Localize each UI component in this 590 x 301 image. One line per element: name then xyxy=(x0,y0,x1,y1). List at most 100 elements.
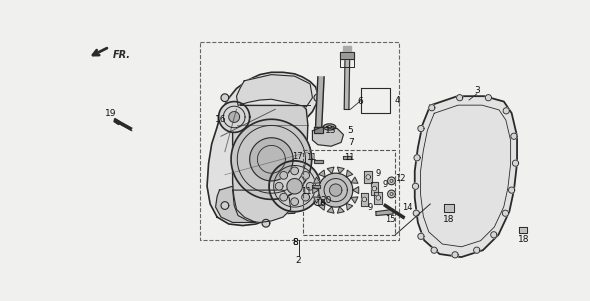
Polygon shape xyxy=(337,167,344,174)
Polygon shape xyxy=(301,172,310,179)
Text: 11: 11 xyxy=(345,153,355,162)
Polygon shape xyxy=(313,197,320,203)
Polygon shape xyxy=(313,177,320,183)
Polygon shape xyxy=(413,210,419,216)
Polygon shape xyxy=(414,155,420,161)
Text: 17: 17 xyxy=(291,152,302,161)
Polygon shape xyxy=(306,182,314,190)
Polygon shape xyxy=(512,160,519,166)
Polygon shape xyxy=(503,108,509,114)
Polygon shape xyxy=(376,209,393,216)
Polygon shape xyxy=(412,183,419,189)
Polygon shape xyxy=(344,59,350,109)
Polygon shape xyxy=(511,133,517,139)
Polygon shape xyxy=(323,124,336,130)
Polygon shape xyxy=(343,46,351,51)
Polygon shape xyxy=(415,96,517,257)
Polygon shape xyxy=(276,182,283,190)
Polygon shape xyxy=(314,160,323,163)
Polygon shape xyxy=(375,192,382,204)
Polygon shape xyxy=(221,94,229,101)
Text: 12: 12 xyxy=(395,174,406,183)
Polygon shape xyxy=(452,252,458,258)
Polygon shape xyxy=(114,119,119,125)
Text: 10: 10 xyxy=(315,200,326,209)
Polygon shape xyxy=(418,233,424,239)
Text: 9: 9 xyxy=(383,180,388,189)
Text: 6: 6 xyxy=(358,97,363,106)
Polygon shape xyxy=(431,247,437,253)
Polygon shape xyxy=(237,75,313,107)
Polygon shape xyxy=(474,247,480,253)
Text: 9: 9 xyxy=(368,203,373,212)
Text: 16: 16 xyxy=(215,115,227,124)
Text: 8: 8 xyxy=(293,238,299,247)
Polygon shape xyxy=(351,197,358,203)
Polygon shape xyxy=(313,127,343,146)
Polygon shape xyxy=(231,119,312,199)
Polygon shape xyxy=(360,193,368,206)
Polygon shape xyxy=(319,173,353,207)
Polygon shape xyxy=(388,177,395,185)
Polygon shape xyxy=(365,171,372,183)
Text: 19: 19 xyxy=(105,109,117,118)
Polygon shape xyxy=(219,101,250,132)
Text: 7: 7 xyxy=(348,138,354,147)
Polygon shape xyxy=(319,203,325,210)
Polygon shape xyxy=(314,198,322,206)
Text: 4: 4 xyxy=(395,96,401,105)
Polygon shape xyxy=(313,187,319,194)
Polygon shape xyxy=(301,193,310,201)
Text: 18: 18 xyxy=(517,235,529,244)
Polygon shape xyxy=(312,185,320,188)
Polygon shape xyxy=(327,167,334,174)
Polygon shape xyxy=(291,198,299,206)
Polygon shape xyxy=(280,172,287,179)
Polygon shape xyxy=(346,170,353,177)
Polygon shape xyxy=(509,187,514,193)
Polygon shape xyxy=(215,186,256,222)
Text: 18: 18 xyxy=(443,215,455,224)
Polygon shape xyxy=(329,184,342,196)
Polygon shape xyxy=(371,182,378,195)
Polygon shape xyxy=(232,190,291,222)
Polygon shape xyxy=(444,204,454,212)
Polygon shape xyxy=(337,206,344,213)
Polygon shape xyxy=(250,138,293,181)
Text: 11: 11 xyxy=(306,153,316,162)
Text: 9: 9 xyxy=(376,169,381,178)
Polygon shape xyxy=(221,202,229,209)
Text: 20: 20 xyxy=(320,196,332,205)
Text: 15: 15 xyxy=(385,215,395,224)
Polygon shape xyxy=(353,187,359,194)
Polygon shape xyxy=(372,186,377,191)
Polygon shape xyxy=(429,105,435,111)
Polygon shape xyxy=(207,72,318,225)
Polygon shape xyxy=(287,178,302,194)
Polygon shape xyxy=(327,206,334,213)
Polygon shape xyxy=(362,197,367,202)
Text: 8: 8 xyxy=(293,238,299,247)
Polygon shape xyxy=(314,94,322,101)
Polygon shape xyxy=(232,105,308,215)
Text: 2: 2 xyxy=(296,256,301,265)
Polygon shape xyxy=(316,77,324,127)
Polygon shape xyxy=(366,175,371,179)
Polygon shape xyxy=(343,156,351,159)
Text: 11: 11 xyxy=(301,187,312,196)
Text: FR.: FR. xyxy=(113,50,130,60)
Polygon shape xyxy=(262,219,270,227)
Polygon shape xyxy=(502,210,509,216)
Text: 3: 3 xyxy=(474,85,480,95)
Polygon shape xyxy=(376,196,381,200)
Polygon shape xyxy=(519,227,527,233)
Polygon shape xyxy=(457,95,463,101)
Text: 5: 5 xyxy=(348,126,353,135)
Polygon shape xyxy=(291,167,299,175)
Polygon shape xyxy=(351,177,358,183)
Polygon shape xyxy=(346,203,353,210)
Text: 14: 14 xyxy=(402,203,412,212)
Polygon shape xyxy=(418,126,424,132)
Text: 13: 13 xyxy=(325,126,337,135)
Polygon shape xyxy=(340,51,353,59)
